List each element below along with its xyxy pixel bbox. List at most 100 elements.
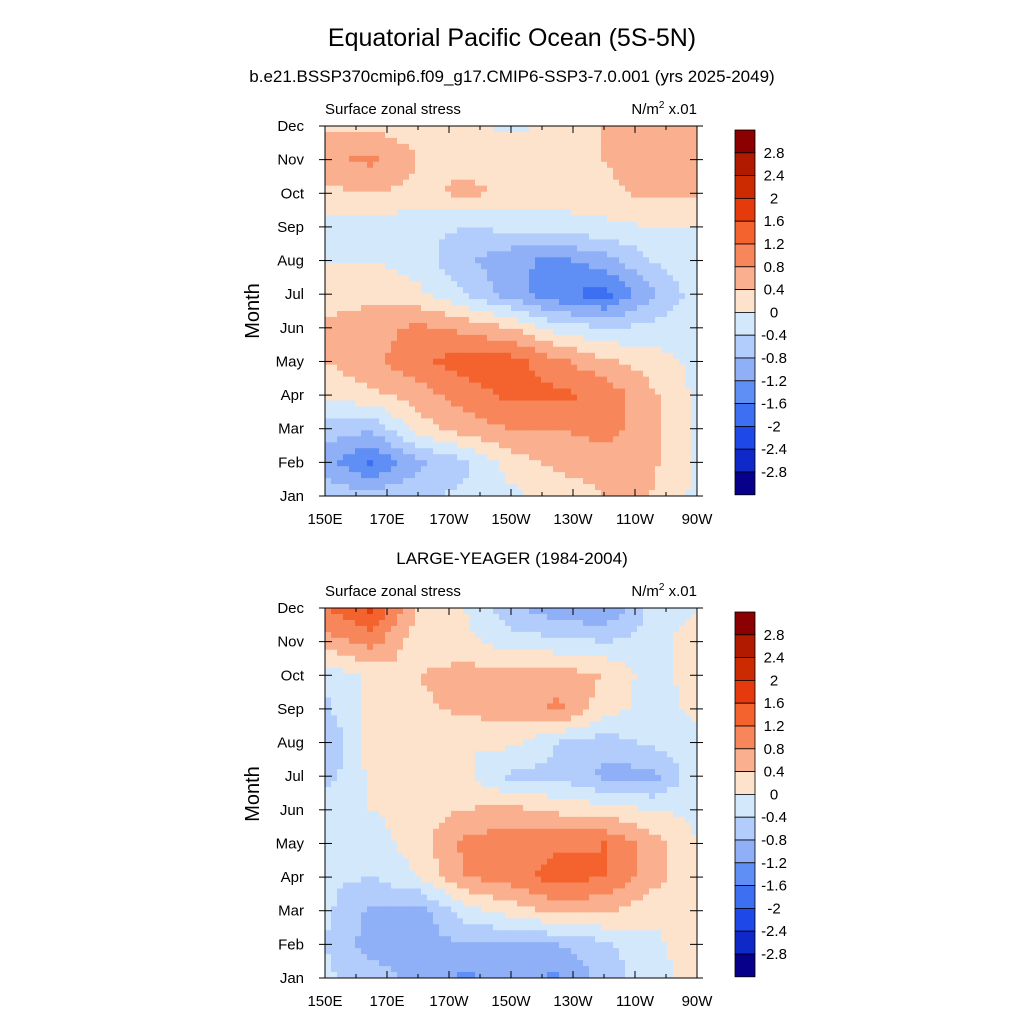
field-cell — [679, 484, 686, 491]
field-cell — [565, 388, 572, 396]
field-cell — [529, 167, 536, 175]
field-cell — [445, 466, 452, 473]
field-cell — [379, 245, 386, 252]
field-cell — [451, 281, 458, 288]
field-cell — [541, 697, 548, 705]
field-cell — [511, 346, 518, 354]
field-cell — [505, 293, 512, 300]
field-cell — [421, 394, 428, 402]
field-cell — [505, 667, 512, 675]
field-cell — [457, 394, 464, 402]
field-cell — [469, 631, 476, 639]
field-cell — [601, 173, 608, 181]
field-cell — [379, 631, 386, 639]
field-cell — [499, 370, 506, 378]
field-cell — [679, 406, 686, 414]
field-cell — [613, 400, 620, 408]
field-cell — [361, 412, 368, 420]
field-cell — [361, 631, 368, 639]
field-cell — [523, 637, 530, 645]
field-cell — [589, 149, 596, 157]
field-cell — [463, 370, 470, 378]
field-cell — [595, 442, 602, 449]
field-cell — [673, 370, 680, 378]
field-cell — [331, 233, 338, 240]
field-cell — [505, 352, 512, 360]
field-cell — [493, 233, 500, 240]
field-cell — [337, 167, 344, 175]
field-cell — [409, 155, 416, 163]
field-cell — [469, 472, 476, 479]
field-cell — [577, 126, 584, 133]
field-cell — [421, 460, 428, 467]
field-cell — [475, 376, 482, 384]
field-cell — [535, 328, 542, 336]
field-cell — [379, 203, 386, 211]
field-cell — [577, 293, 584, 300]
field-cell — [493, 667, 500, 675]
field-cell — [679, 263, 686, 270]
field-cell — [337, 358, 344, 366]
field-cell — [433, 685, 440, 693]
field-cell — [673, 287, 680, 294]
field-cell — [541, 287, 548, 294]
field-cell — [619, 394, 626, 402]
field-cell — [535, 442, 542, 449]
field-cell — [571, 299, 578, 306]
field-cell — [553, 442, 560, 449]
field-cell — [397, 328, 404, 336]
field-cell — [643, 412, 650, 420]
field-cell — [391, 406, 398, 414]
field-cell — [409, 655, 416, 663]
field-cell — [385, 631, 392, 639]
field-cell — [403, 661, 410, 669]
field-cell — [451, 155, 458, 163]
field-cell — [469, 269, 476, 276]
field-cell — [469, 149, 476, 157]
field-cell — [499, 358, 506, 366]
field-cell — [583, 691, 590, 699]
field-cell — [595, 287, 602, 294]
field-cell — [511, 412, 518, 420]
field-cell — [685, 257, 692, 264]
field-cell — [361, 352, 368, 360]
field-cell — [691, 155, 697, 163]
field-cell — [433, 197, 440, 205]
field-cell — [625, 454, 632, 461]
field-cell — [553, 484, 560, 491]
field-cell — [655, 697, 662, 705]
field-cell — [373, 209, 380, 217]
field-cell — [361, 215, 368, 223]
field-cell — [535, 460, 542, 467]
field-cell — [433, 466, 440, 473]
field-cell — [637, 643, 644, 651]
field-cell — [613, 394, 620, 402]
field-cell — [565, 281, 572, 288]
field-cell — [505, 251, 512, 258]
field-cell — [343, 299, 350, 306]
field-cell — [547, 625, 554, 633]
field-cell — [457, 287, 464, 294]
field-cell — [691, 221, 697, 229]
field-cell — [421, 269, 428, 276]
field-cell — [379, 394, 386, 402]
field-cell — [475, 667, 482, 675]
field-cell — [577, 649, 584, 657]
field-cell — [541, 221, 548, 229]
field-cell — [613, 251, 620, 258]
field-cell — [355, 203, 362, 211]
field-cell — [571, 203, 578, 211]
field-cell — [499, 608, 506, 615]
field-cell — [613, 613, 620, 621]
field-cell — [667, 328, 674, 336]
field-cell — [607, 436, 614, 443]
field-cell — [643, 382, 650, 390]
field-cell — [469, 203, 476, 211]
field-cell — [643, 269, 650, 276]
field-cell — [361, 311, 368, 318]
field-cell — [679, 143, 686, 151]
field-cell — [613, 322, 620, 330]
field-cell — [553, 173, 560, 181]
field-cell — [493, 167, 500, 175]
field-cell — [577, 370, 584, 378]
